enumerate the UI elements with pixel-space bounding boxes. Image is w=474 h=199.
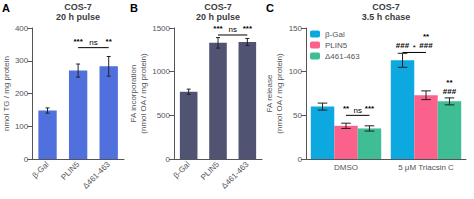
svg-text:COS-7: COS-7 [204, 2, 232, 12]
svg-text:***: *** [73, 37, 83, 46]
svg-text:3.5 h chase: 3.5 h chase [362, 12, 411, 22]
svg-text:20 h pulse: 20 h pulse [56, 12, 100, 22]
svg-text:###: ### [443, 87, 457, 96]
svg-text:COS-7: COS-7 [64, 2, 92, 12]
svg-text:1500: 1500 [152, 24, 170, 33]
svg-text:PLIN5: PLIN5 [199, 159, 221, 181]
svg-text:A: A [2, 2, 10, 14]
svg-text:***: *** [365, 104, 375, 113]
svg-text:0: 0 [166, 155, 171, 164]
svg-text:β-Gal: β-Gal [172, 160, 192, 180]
svg-text:150: 150 [289, 24, 303, 33]
svg-text:β-Gal: β-Gal [30, 160, 50, 180]
svg-text:50: 50 [293, 111, 302, 120]
svg-text:FA incorporation: FA incorporation [129, 65, 138, 123]
svg-text:Δ461-463: Δ461-463 [81, 159, 112, 190]
svg-text:100: 100 [289, 67, 303, 76]
svg-text:200: 200 [15, 89, 29, 98]
svg-text:Δ461-463: Δ461-463 [220, 159, 251, 190]
svg-text:1000: 1000 [152, 67, 170, 76]
svg-text:DMSO: DMSO [334, 163, 358, 172]
svg-text:PLIN5: PLIN5 [59, 159, 81, 181]
svg-text:400: 400 [15, 24, 29, 33]
svg-text:ns: ns [89, 38, 97, 47]
svg-text:PLIN5: PLIN5 [325, 41, 348, 50]
svg-text:FA release: FA release [265, 74, 274, 112]
svg-text:nmol TG / mg protein: nmol TG / mg protein [2, 56, 11, 131]
svg-text:Δ461-463: Δ461-463 [325, 52, 360, 61]
svg-text:0: 0 [24, 155, 29, 164]
svg-text:500: 500 [157, 111, 171, 120]
svg-text:**: ** [106, 37, 113, 46]
svg-text:ns: ns [228, 25, 236, 34]
svg-text:β-Gal: β-Gal [325, 30, 345, 39]
svg-text:###: ### [419, 41, 433, 50]
svg-text:B: B [130, 2, 138, 14]
svg-text:5 μM Triacsin C: 5 μM Triacsin C [398, 163, 454, 172]
svg-text:300: 300 [15, 56, 29, 65]
svg-text:20 h pulse: 20 h pulse [196, 12, 240, 22]
svg-text:100: 100 [15, 122, 29, 131]
svg-text:*: * [413, 43, 416, 52]
svg-text:**: ** [343, 104, 350, 113]
svg-text:**: ** [423, 32, 430, 41]
svg-text:###: ### [396, 41, 410, 50]
svg-text:***: *** [243, 24, 253, 33]
svg-text:(nmol OA / mg protein): (nmol OA / mg protein) [275, 53, 284, 134]
svg-text:COS-7: COS-7 [372, 2, 400, 12]
svg-text:0: 0 [298, 155, 303, 164]
svg-text:ns: ns [354, 106, 362, 115]
svg-text:C: C [266, 2, 274, 14]
svg-text:**: ** [446, 78, 453, 87]
svg-text:***: *** [213, 24, 223, 33]
svg-text:(nmol OA / mg protein): (nmol OA / mg protein) [139, 53, 148, 134]
